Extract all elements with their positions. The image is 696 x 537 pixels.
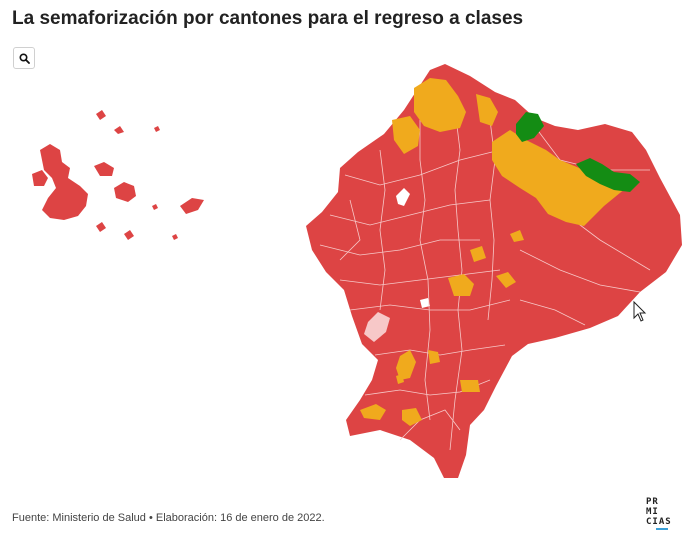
- yellow-canton-small-1[interactable]: [510, 230, 524, 242]
- island-small-1[interactable]: [152, 204, 158, 210]
- yellow-canton-south-5[interactable]: [402, 408, 422, 426]
- island-isabela[interactable]: [40, 144, 88, 220]
- search-icon: [18, 52, 30, 64]
- yellow-canton-center-2[interactable]: [496, 272, 516, 288]
- logo-accent-bar: [656, 528, 668, 530]
- island-fernandina[interactable]: [32, 170, 48, 186]
- mainland[interactable]: [306, 64, 682, 478]
- green-canton-east[interactable]: [576, 158, 640, 192]
- yellow-canton-sucumbios[interactable]: [492, 130, 626, 226]
- yellow-canton-east[interactable]: [476, 94, 498, 126]
- source-footer: Fuente: Ministerio de Salud • Elaboració…: [12, 512, 325, 524]
- yellow-canton-north[interactable]: [414, 78, 466, 132]
- green-cantons[interactable]: [516, 112, 640, 192]
- island-san-cristobal[interactable]: [180, 198, 204, 214]
- yellow-canton-small-2[interactable]: [470, 246, 486, 262]
- island-santa-cruz[interactable]: [114, 182, 136, 202]
- lake-1: [396, 188, 410, 206]
- yellow-canton-small-3[interactable]: [396, 374, 404, 384]
- yellow-cantons[interactable]: [360, 78, 626, 426]
- yellow-canton-south-2[interactable]: [428, 350, 440, 364]
- island-small-3[interactable]: [154, 126, 160, 132]
- island-espanola[interactable]: [124, 230, 134, 240]
- green-canton-north[interactable]: [516, 112, 544, 142]
- island-marchena[interactable]: [114, 126, 124, 134]
- yellow-canton-south-4[interactable]: [360, 404, 386, 420]
- galapagos-islands[interactable]: [32, 110, 204, 240]
- mouse-cursor: [633, 300, 647, 322]
- island-small-2[interactable]: [172, 234, 178, 240]
- island-pinta[interactable]: [96, 110, 106, 120]
- yellow-canton-south-3[interactable]: [460, 380, 480, 392]
- yellow-canton-north-2[interactable]: [392, 116, 420, 154]
- island-floreana[interactable]: [96, 222, 106, 232]
- island-santiago[interactable]: [94, 162, 114, 176]
- gulf-of-guayaquil-water: [364, 312, 390, 342]
- primicias-logo: PR MI CIAS: [642, 497, 682, 531]
- search-button[interactable]: [13, 47, 35, 69]
- lake-2: [420, 298, 430, 308]
- yellow-canton-south-1[interactable]: [396, 350, 416, 380]
- yellow-canton-center[interactable]: [448, 274, 474, 296]
- map-title: La semaforización por cantones para el r…: [12, 8, 524, 29]
